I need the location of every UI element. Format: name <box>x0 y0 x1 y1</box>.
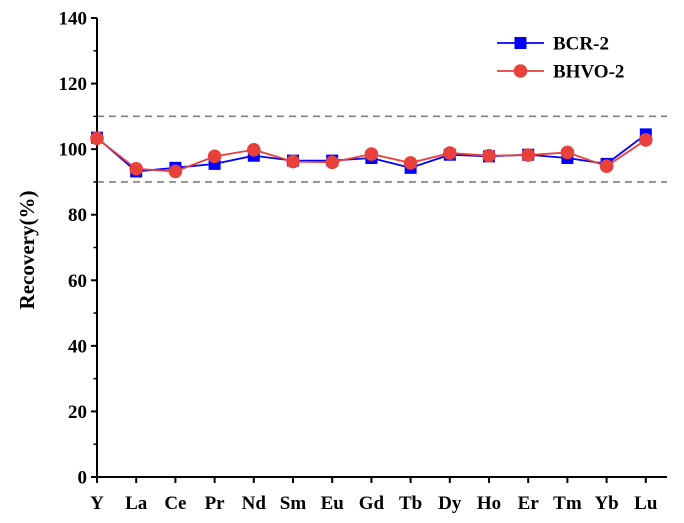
y-tick-label: 80 <box>68 205 87 226</box>
legend-label-bcr-2: BCR-2 <box>553 34 609 55</box>
x-tick-label: La <box>125 493 148 514</box>
y-tick-label: 140 <box>59 9 88 30</box>
data-point-bhvo-2 <box>443 146 457 160</box>
x-tick-label: Sm <box>280 493 307 514</box>
x-tick-label: Dy <box>438 493 462 514</box>
series-layer <box>90 128 653 179</box>
y-tick-label: 40 <box>68 336 87 357</box>
x-tick-label: Pr <box>205 493 226 514</box>
x-tick-label: Tb <box>399 493 422 514</box>
axes <box>91 17 667 483</box>
y-tick-label: 20 <box>68 402 87 423</box>
x-tick-label: Gd <box>359 493 385 514</box>
x-tick-label: Lu <box>634 493 658 514</box>
y-axis-title: Recovery(%) <box>15 191 39 310</box>
x-tick-label: Y <box>90 493 104 514</box>
data-point-bhvo-2 <box>364 147 379 161</box>
x-tick-label: Eu <box>321 493 345 514</box>
legend-marker-bcr-2 <box>514 37 527 49</box>
data-point-bhvo-2 <box>325 155 340 170</box>
x-tick-label: Tm <box>553 493 582 514</box>
data-point-bhvo-2 <box>639 133 653 147</box>
data-point-bhvo-2 <box>129 162 143 176</box>
x-tick-label: Nd <box>242 493 267 514</box>
data-point-bhvo-2 <box>90 131 104 146</box>
data-point-bhvo-2 <box>560 145 575 160</box>
data-point-bhvo-2 <box>286 154 300 169</box>
y-tick-label: 60 <box>68 271 87 292</box>
legend-marker-bhvo-2 <box>513 64 528 78</box>
y-tick-label: 0 <box>78 468 88 489</box>
data-point-bhvo-2 <box>207 149 222 164</box>
x-tick-label: Er <box>518 493 540 514</box>
legend-label-bhvo-2: BHVO-2 <box>553 62 624 83</box>
x-tick-label: Yb <box>594 493 618 514</box>
legend: BCR-2 BHVO-2 <box>497 34 624 83</box>
data-point-bhvo-2 <box>599 159 614 173</box>
y-tick-label: 100 <box>59 140 88 161</box>
tick-labels: 0 20 40 60 80 100 120 140 Y La Ce Pr Nd Sm Eu Gd Tb Dy Ho E… <box>59 9 658 515</box>
data-point-bhvo-2 <box>247 142 261 157</box>
reference-lines <box>97 115 667 183</box>
data-point-bhvo-2 <box>403 156 418 170</box>
y-tick-label: 120 <box>59 74 88 95</box>
x-tick-label: Ho <box>477 493 501 514</box>
data-point-bhvo-2 <box>482 148 496 163</box>
data-point-bhvo-2 <box>521 148 535 162</box>
x-tick-label: Ce <box>164 493 186 514</box>
data-point-bhvo-2 <box>168 164 183 179</box>
